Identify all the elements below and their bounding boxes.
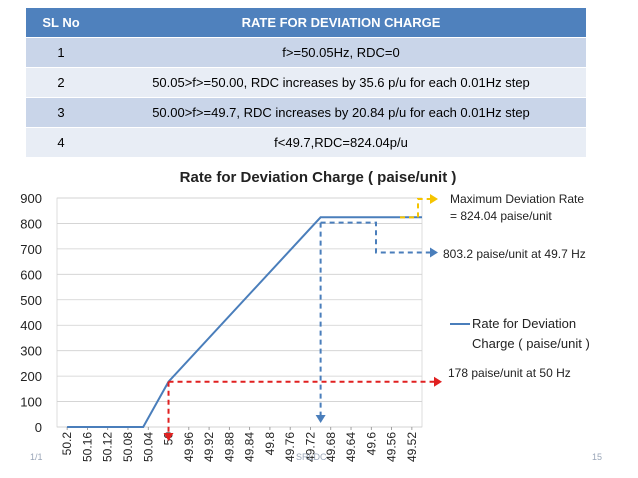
y-tick-label: 600	[20, 267, 42, 282]
table-row: 4 f<49.7,RDC=824.04p/u	[26, 127, 586, 157]
x-tick-label: 49.64	[344, 432, 358, 462]
rdc-table: SL No RATE FOR DEVIATION CHARGE 1 f>=50.…	[26, 8, 586, 157]
y-tick-label: 900	[20, 191, 42, 206]
cell-rate: 50.05>f>=50.00, RDC increases by 35.6 p/…	[96, 67, 586, 98]
footer-date: 1/1	[30, 452, 43, 462]
x-tick-label: 49.92	[202, 432, 216, 462]
yellow-dashed-step	[400, 198, 430, 219]
x-tick-label: 49.6	[364, 432, 378, 456]
y-tick-label: 500	[20, 293, 42, 308]
header-rate: RATE FOR DEVIATION CHARGE	[96, 8, 586, 38]
x-tick-label: 50.2	[60, 432, 74, 456]
x-tick-label: 50.12	[101, 432, 115, 462]
cell-sl: 4	[26, 127, 96, 157]
x-tick-label: 49.68	[324, 432, 338, 462]
blue-arrow-right	[430, 247, 438, 258]
cell-rate: f<49.7,RDC=824.04p/u	[96, 127, 586, 157]
cell-rate: f>=50.05Hz, RDC=0	[96, 37, 586, 68]
header-sl-no: SL No	[26, 8, 96, 38]
y-tick-label: 700	[20, 242, 42, 257]
annotation-max-rate: Maximum Deviation Rate	[450, 192, 584, 206]
y-tick-label: 0	[35, 420, 42, 435]
x-tick-label: 49.88	[222, 432, 236, 462]
legend-label-line2: Charge ( paise/unit )	[472, 336, 590, 351]
y-tick-label: 400	[20, 318, 42, 333]
y-tick-label: 100	[20, 395, 42, 410]
x-tick-label: 50.16	[80, 432, 94, 462]
footer-page: 15	[592, 452, 603, 462]
x-tick-label: 49.52	[405, 432, 419, 462]
y-tick-label: 300	[20, 344, 42, 359]
x-tick-label: 50.08	[121, 432, 135, 462]
series-line	[67, 216, 422, 428]
table-row: 2 50.05>f>=50.00, RDC increases by 35.6 …	[26, 67, 586, 98]
table-row: 1 f>=50.05Hz, RDC=0	[26, 37, 586, 68]
x-tick-label: 49.84	[243, 432, 257, 462]
x-tick-label: 49.76	[283, 432, 297, 462]
annotation-49-7hz: 803.2 paise/unit at 49.7 Hz	[443, 247, 586, 261]
yellow-arrow-right	[430, 194, 438, 204]
x-tick-label: 50.04	[141, 432, 155, 462]
chart-title: Rate for Deviation Charge ( paise/unit )	[180, 169, 457, 186]
cell-sl: 3	[26, 97, 96, 128]
red-arrow-right	[434, 376, 442, 387]
x-tick-label: 49.72	[303, 432, 317, 462]
y-tick-label: 200	[20, 369, 42, 384]
red-arrow-down	[163, 433, 174, 441]
cell-sl: 2	[26, 67, 96, 98]
annotation-50hz: 178 paise/unit at 50 Hz	[448, 366, 571, 380]
x-tick-label: 49.8	[263, 432, 277, 456]
cell-rate: 50.00>f>=49.7, RDC increases by 20.84 p/…	[96, 97, 586, 128]
x-tick-label: 49.56	[385, 432, 399, 462]
footer-center: SRLDC	[296, 452, 327, 462]
annotation-max-rate-value: = 824.04 paise/unit	[450, 209, 552, 223]
x-tick-label: 49.96	[182, 432, 196, 462]
table-row: 3 50.00>f>=49.7, RDC increases by 20.84 …	[26, 97, 586, 128]
legend-label-line1: Rate for Deviation	[472, 316, 576, 331]
blue-arrow-down	[315, 415, 326, 423]
table-header-row: SL No RATE FOR DEVIATION CHARGE	[26, 8, 586, 38]
y-tick-label: 800	[20, 216, 42, 231]
cell-sl: 1	[26, 37, 96, 68]
plot-area	[56, 197, 423, 428]
blue-dashed-step	[320, 221, 430, 254]
